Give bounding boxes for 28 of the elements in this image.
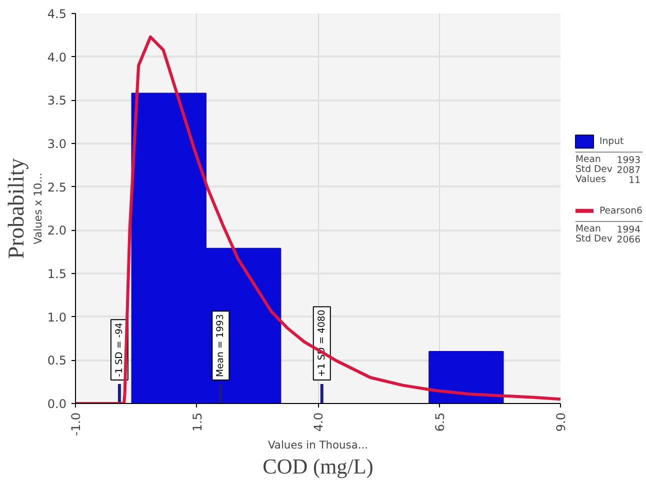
text: Values x 10... [32,172,44,244]
text: Mean 1993 [576,154,641,166]
text: Values 11 [576,174,641,186]
text: Std Dev 2087 [576,164,641,176]
x-tick-label: 4.0 [312,412,326,432]
y-tick-label: 4.5 [47,7,67,21]
legend-label: Input [600,136,624,148]
y-tick-label: 0.0 [47,397,67,411]
x-tick-label: -1.0 [69,412,83,436]
x-tick-label: 9.0 [554,412,568,432]
x-axis-title: COD (mg/L) [262,454,374,478]
text: Std Dev 2066 [576,233,641,246]
y-tick-label: 4.0 [47,50,67,64]
x-tick-label: 6.5 [432,412,447,432]
y-tick-label: 3.0 [47,137,67,151]
y-tick-label: 0.5 [47,354,67,368]
text: Values in Thousa... [268,438,368,452]
y-tick-label: 1.0 [47,310,67,324]
y-tick-label: 1.5 [47,267,67,281]
text: Mean 1994 [576,223,641,236]
legend-label: Pearson6 [600,205,643,216]
y-axis-title: Probability [4,157,28,259]
ref-line-label: Mean = 1993 [215,314,226,377]
y-tick-label: 2.0 [47,224,67,238]
ref-line-label: -1 SD = -94 [114,322,125,377]
x-tick-label: 1.5 [190,412,204,432]
y-tick-label: 3.5 [47,94,67,108]
y-tick-label: 2.5 [47,180,67,194]
